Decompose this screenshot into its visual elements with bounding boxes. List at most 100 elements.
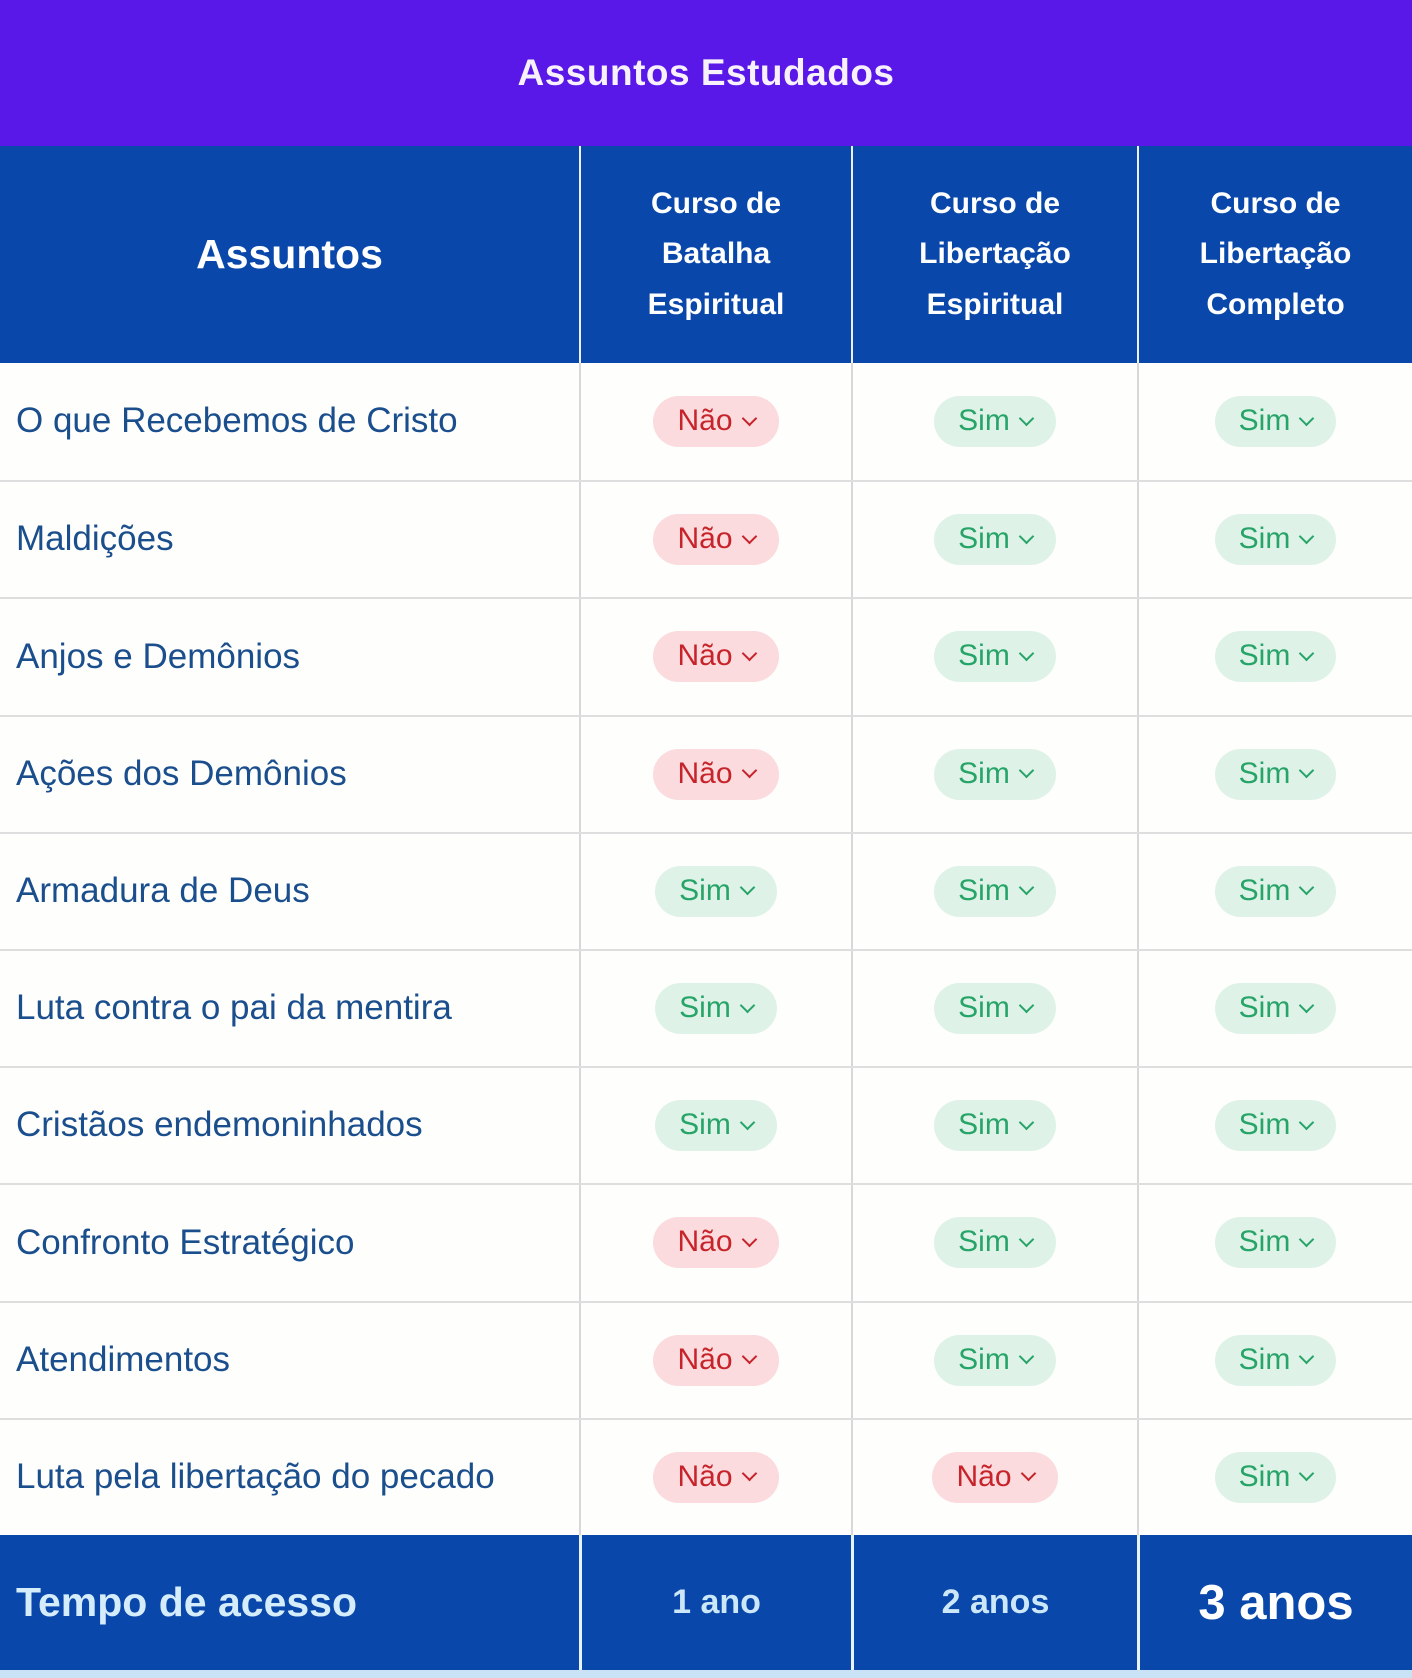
chevron-down-icon — [1299, 410, 1315, 426]
answer-label: Sim — [958, 639, 1010, 673]
course-cell: Sim — [851, 482, 1137, 598]
chevron-down-icon — [1299, 997, 1315, 1013]
course-cell: Não — [579, 1302, 851, 1418]
chevron-down-icon — [739, 997, 756, 1013]
course-cell: Não — [579, 363, 851, 481]
course-cell: Sim — [851, 716, 1137, 832]
answer-dropdown[interactable]: Não — [653, 514, 779, 566]
answer-label: Não — [677, 756, 733, 790]
chevron-down-icon — [739, 1114, 756, 1130]
answer-dropdown[interactable]: Sim — [934, 983, 1056, 1035]
chevron-down-icon — [739, 880, 756, 896]
subject-cell: Confronto Estratégico — [0, 1185, 579, 1300]
course-cell: Não — [579, 599, 851, 715]
chevron-down-icon — [1018, 1231, 1035, 1248]
answer-dropdown[interactable]: Sim — [934, 865, 1056, 917]
chevron-down-icon — [741, 762, 757, 779]
answer-dropdown[interactable]: Sim — [655, 983, 777, 1035]
chevron-down-icon — [741, 410, 757, 426]
course-cell: Não — [579, 1185, 851, 1301]
course-cell: Sim — [579, 1068, 851, 1184]
answer-dropdown[interactable]: Não — [653, 631, 779, 683]
answer-dropdown[interactable]: Sim — [934, 1217, 1056, 1269]
answer-dropdown[interactable]: Sim — [655, 1100, 777, 1152]
course-cell: Sim — [1137, 1185, 1412, 1301]
table-header-row: Assuntos Curso de Batalha Espiritual Cur… — [0, 146, 1412, 363]
chevron-down-icon — [1018, 645, 1035, 662]
answer-dropdown[interactable]: Não — [653, 748, 779, 800]
course-cell: Sim — [851, 363, 1137, 481]
answer-label: Sim — [1238, 1108, 1291, 1142]
answer-dropdown[interactable]: Sim — [1214, 1334, 1337, 1386]
table-row: Cristãos endemoninhados Sim Sim Sim — [0, 1066, 1412, 1184]
course-cell: Sim — [1137, 482, 1412, 598]
answer-dropdown[interactable]: Sim — [934, 1334, 1056, 1386]
course-cell: Sim — [851, 599, 1137, 715]
answer-label: Não — [677, 522, 733, 556]
answer-label: Sim — [679, 1108, 731, 1142]
table-row: Maldições Não Sim Sim — [0, 480, 1412, 598]
page-title: Assuntos Estudados — [517, 52, 895, 93]
access-time-value: 3 anos — [1137, 1535, 1412, 1670]
course-cell: Sim — [1137, 599, 1412, 715]
answer-dropdown[interactable]: Sim — [934, 396, 1056, 448]
answer-label: Não — [956, 1459, 1012, 1493]
answer-dropdown[interactable]: Sim — [1214, 748, 1337, 800]
access-time-value: 1 ano — [579, 1535, 851, 1670]
answer-dropdown[interactable]: Sim — [1214, 1451, 1337, 1503]
table-body: O que Recebemos de Cristo Não Sim Sim Maldiç… — [0, 363, 1412, 1535]
answer-dropdown[interactable]: Sim — [1214, 631, 1337, 683]
answer-label: Sim — [958, 873, 1010, 907]
course-cell: Não — [851, 1419, 1137, 1535]
answer-label: Não — [677, 1342, 733, 1376]
chevron-down-icon — [1299, 762, 1315, 779]
answer-dropdown[interactable]: Sim — [1214, 396, 1337, 448]
subject-label: Luta contra o pai da mentira — [16, 988, 452, 1028]
course-cell: Sim — [1137, 1419, 1412, 1535]
answer-dropdown[interactable]: Sim — [1214, 983, 1337, 1035]
answer-label: Sim — [1238, 991, 1291, 1025]
answer-dropdown[interactable]: Sim — [934, 748, 1056, 800]
chevron-down-icon — [1299, 1231, 1315, 1248]
answer-dropdown[interactable]: Não — [653, 1334, 779, 1386]
answer-dropdown[interactable]: Não — [653, 396, 779, 448]
chevron-down-icon — [1018, 762, 1035, 779]
answer-dropdown[interactable]: Sim — [1214, 1100, 1337, 1152]
answer-dropdown[interactable]: Não — [653, 1217, 779, 1269]
answer-label: Não — [677, 1225, 733, 1259]
table-row: Luta contra o pai da mentira Sim Sim Sim — [0, 948, 1412, 1067]
access-time-label: Tempo de acesso — [16, 1579, 358, 1625]
subject-label: Ações dos Demônios — [16, 753, 347, 793]
answer-dropdown[interactable]: Sim — [1214, 865, 1337, 917]
answer-label: Sim — [1238, 639, 1291, 673]
chevron-down-icon — [1299, 528, 1315, 545]
chevron-down-icon — [1018, 528, 1035, 545]
answer-dropdown[interactable]: Sim — [1214, 514, 1337, 566]
answer-label: Sim — [958, 404, 1010, 438]
chevron-down-icon — [1018, 410, 1035, 426]
answer-label: Não — [677, 1459, 733, 1493]
chevron-down-icon — [741, 1348, 757, 1365]
answer-dropdown[interactable]: Sim — [934, 1100, 1056, 1152]
answer-dropdown[interactable]: Não — [653, 1451, 779, 1503]
chevron-down-icon — [1299, 1348, 1315, 1365]
subject-cell: Luta contra o pai da mentira — [0, 951, 579, 1066]
subject-label: O que Recebemos de Cristo — [16, 401, 458, 441]
answer-label: Sim — [679, 991, 731, 1025]
answer-label: Sim — [1238, 522, 1291, 556]
answer-dropdown[interactable]: Não — [932, 1451, 1058, 1503]
chevron-down-icon — [1018, 1114, 1035, 1130]
answer-dropdown[interactable]: Sim — [655, 865, 777, 917]
answer-dropdown[interactable]: Sim — [1214, 1217, 1337, 1269]
answer-dropdown[interactable]: Sim — [934, 514, 1056, 566]
answer-label: Sim — [1238, 1342, 1291, 1376]
subject-label: Confronto Estratégico — [16, 1222, 355, 1262]
course-cell: Sim — [1137, 1068, 1412, 1184]
course-cell: Sim — [1137, 716, 1412, 832]
column-header-curso-batalha: Curso de Batalha Espiritual — [579, 146, 851, 363]
course-cell: Sim — [1137, 833, 1412, 949]
answer-dropdown[interactable]: Sim — [934, 631, 1056, 683]
banner: Assuntos Estudados — [0, 0, 1412, 146]
subject-cell: Cristãos endemoninhados — [0, 1068, 579, 1183]
